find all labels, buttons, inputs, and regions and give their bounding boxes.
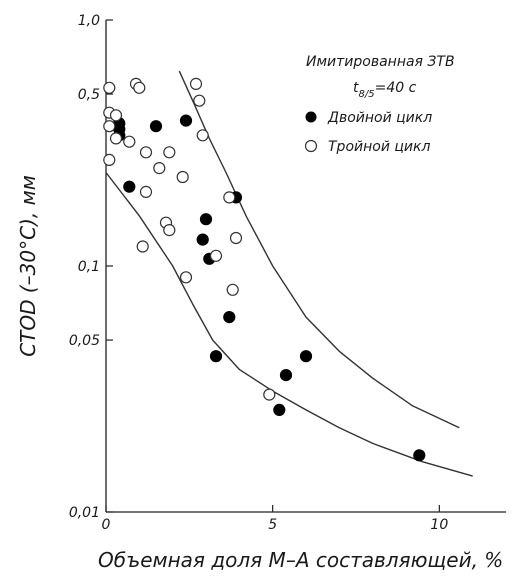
double-cycle-point xyxy=(149,120,163,133)
triple-cycle-point xyxy=(189,77,203,91)
y-tick-label: 0,5 xyxy=(78,87,100,103)
data-points xyxy=(103,77,426,462)
triple-cycle-point xyxy=(103,81,116,94)
triple-cycle-point xyxy=(163,224,176,237)
triple-cycle-point xyxy=(109,132,123,145)
triple-cycle-point xyxy=(196,129,209,142)
x-tick-label: 5 xyxy=(268,517,277,533)
legend-title: Имитированная ЗТВ xyxy=(306,54,455,70)
triple-cycle-point xyxy=(163,146,176,159)
x-tick-label: 10 xyxy=(430,517,448,533)
double-cycle-point xyxy=(273,403,286,416)
upper-bound-curve xyxy=(178,70,460,429)
legend-subtitle-main: t xyxy=(353,80,359,96)
triple-cycle-point xyxy=(179,271,193,284)
triple-cycle-point xyxy=(153,162,166,175)
triple-cycle-point xyxy=(176,170,189,184)
triple-cycle-point xyxy=(226,283,239,296)
x-axis-label: Объемная доля М–А составляющей, % xyxy=(98,548,503,572)
x-tick-label: 0 xyxy=(102,517,111,533)
legend-label-double: Двойной цикл xyxy=(327,110,432,126)
triple-cycle-point xyxy=(103,120,116,133)
legend-marker-double xyxy=(305,111,317,123)
double-cycle-point xyxy=(209,350,223,363)
y-axis-label: CTOD (–30°C), мм xyxy=(16,175,40,357)
legend-subtitle-rest: =40 с xyxy=(375,80,417,96)
triple-cycle-point xyxy=(109,109,123,122)
legend-label-triple: Тройной цикл xyxy=(328,139,430,155)
double-cycle-point xyxy=(299,350,313,363)
triple-cycle-point xyxy=(263,388,276,401)
triple-cycle-point xyxy=(136,240,149,253)
double-cycle-point xyxy=(199,213,213,226)
triple-cycle-point xyxy=(193,94,206,107)
triple-cycle-point xyxy=(123,135,136,148)
triple-cycle-point xyxy=(229,231,243,245)
double-cycle-point xyxy=(196,233,209,246)
double-cycle-point xyxy=(279,369,293,382)
y-tick-label: 0,1 xyxy=(78,259,100,275)
boundary-curves xyxy=(105,70,473,477)
double-cycle-point xyxy=(223,311,236,324)
triple-cycle-point xyxy=(133,81,146,94)
double-cycle-point xyxy=(413,449,426,462)
y-tick-label: 0,01 xyxy=(69,505,100,521)
legend-subtitle-sub: 8/5 xyxy=(359,89,375,100)
triple-cycle-point xyxy=(209,249,223,262)
y-tick-label: 0,05 xyxy=(69,333,100,349)
double-cycle-point xyxy=(179,114,193,127)
triple-cycle-point xyxy=(223,191,236,204)
lower-bound-curve xyxy=(105,172,473,477)
legend-marker-triple xyxy=(304,139,318,153)
triple-cycle-point xyxy=(139,146,153,159)
triple-cycle-point xyxy=(103,153,116,166)
legend: Имитированная ЗТВ t8/5=40 с Двойной цикл… xyxy=(304,54,455,155)
double-cycle-point xyxy=(123,180,136,193)
y-tick-label: 1,0 xyxy=(78,13,100,29)
axes: 0 5 10 1,0 0,5 0,1 0,05 0,01 xyxy=(69,13,506,533)
triple-cycle-point xyxy=(139,185,153,198)
legend-subtitle: t8/5=40 с xyxy=(353,80,417,100)
